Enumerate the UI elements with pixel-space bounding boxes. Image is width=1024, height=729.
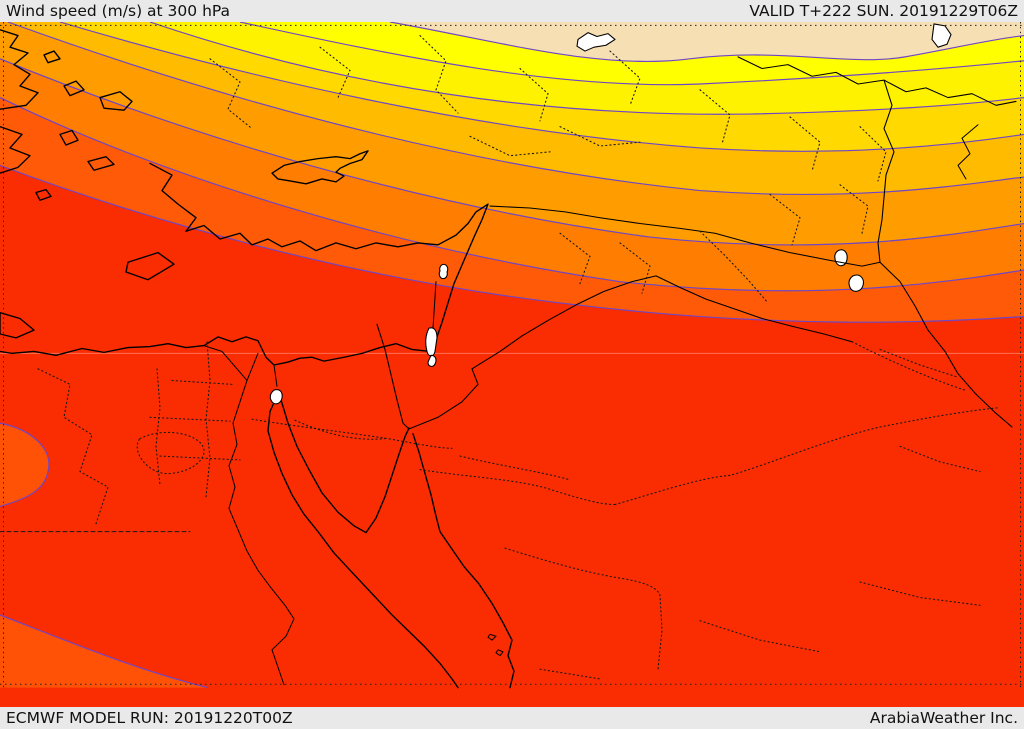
coastlines <box>0 29 515 689</box>
border-turkey-iran <box>877 79 895 263</box>
lake-van <box>576 32 616 52</box>
border-egypt-israel <box>376 323 409 429</box>
band-patch-west <box>0 423 49 507</box>
lake-urmia <box>931 23 952 48</box>
graticule <box>0 22 1024 688</box>
border-turkey-syria-iraq <box>489 205 881 267</box>
country-borders <box>376 56 1017 430</box>
jordan-river <box>432 281 437 329</box>
rivers <box>228 124 979 686</box>
bitter-lakes <box>269 389 283 405</box>
band-patch-southwest <box>0 614 208 688</box>
model-run-label: ECMWF MODEL RUN: 20191220T00Z <box>6 709 293 727</box>
weather-map <box>0 22 1024 707</box>
wind-speed-bands <box>0 22 1024 707</box>
valid-time-label: VALID T+222 SUN. 20191229T06Z <box>749 2 1018 20</box>
header-bar: Wind speed (m/s) at 300 hPa VALID T+222 … <box>0 0 1024 22</box>
tigris-river <box>957 124 979 180</box>
dead-sea <box>425 327 438 367</box>
map-area <box>0 22 1024 707</box>
admin-borders <box>0 35 1001 680</box>
border-caucasus <box>737 56 1017 106</box>
footer-bar: ECMWF MODEL RUN: 20191220T00Z ArabiaWeat… <box>0 707 1024 729</box>
chart-title: Wind speed (m/s) at 300 hPa <box>6 2 231 20</box>
sea-of-galilee <box>438 263 449 280</box>
brand-label: ArabiaWeather Inc. <box>869 709 1018 727</box>
lakes <box>269 23 952 405</box>
lake-habbaniyah <box>848 274 864 292</box>
nile-river <box>228 380 295 686</box>
border-jordan-saudi <box>408 275 853 430</box>
contour-lines <box>0 22 1024 689</box>
border-iraq-iran <box>879 261 1013 428</box>
